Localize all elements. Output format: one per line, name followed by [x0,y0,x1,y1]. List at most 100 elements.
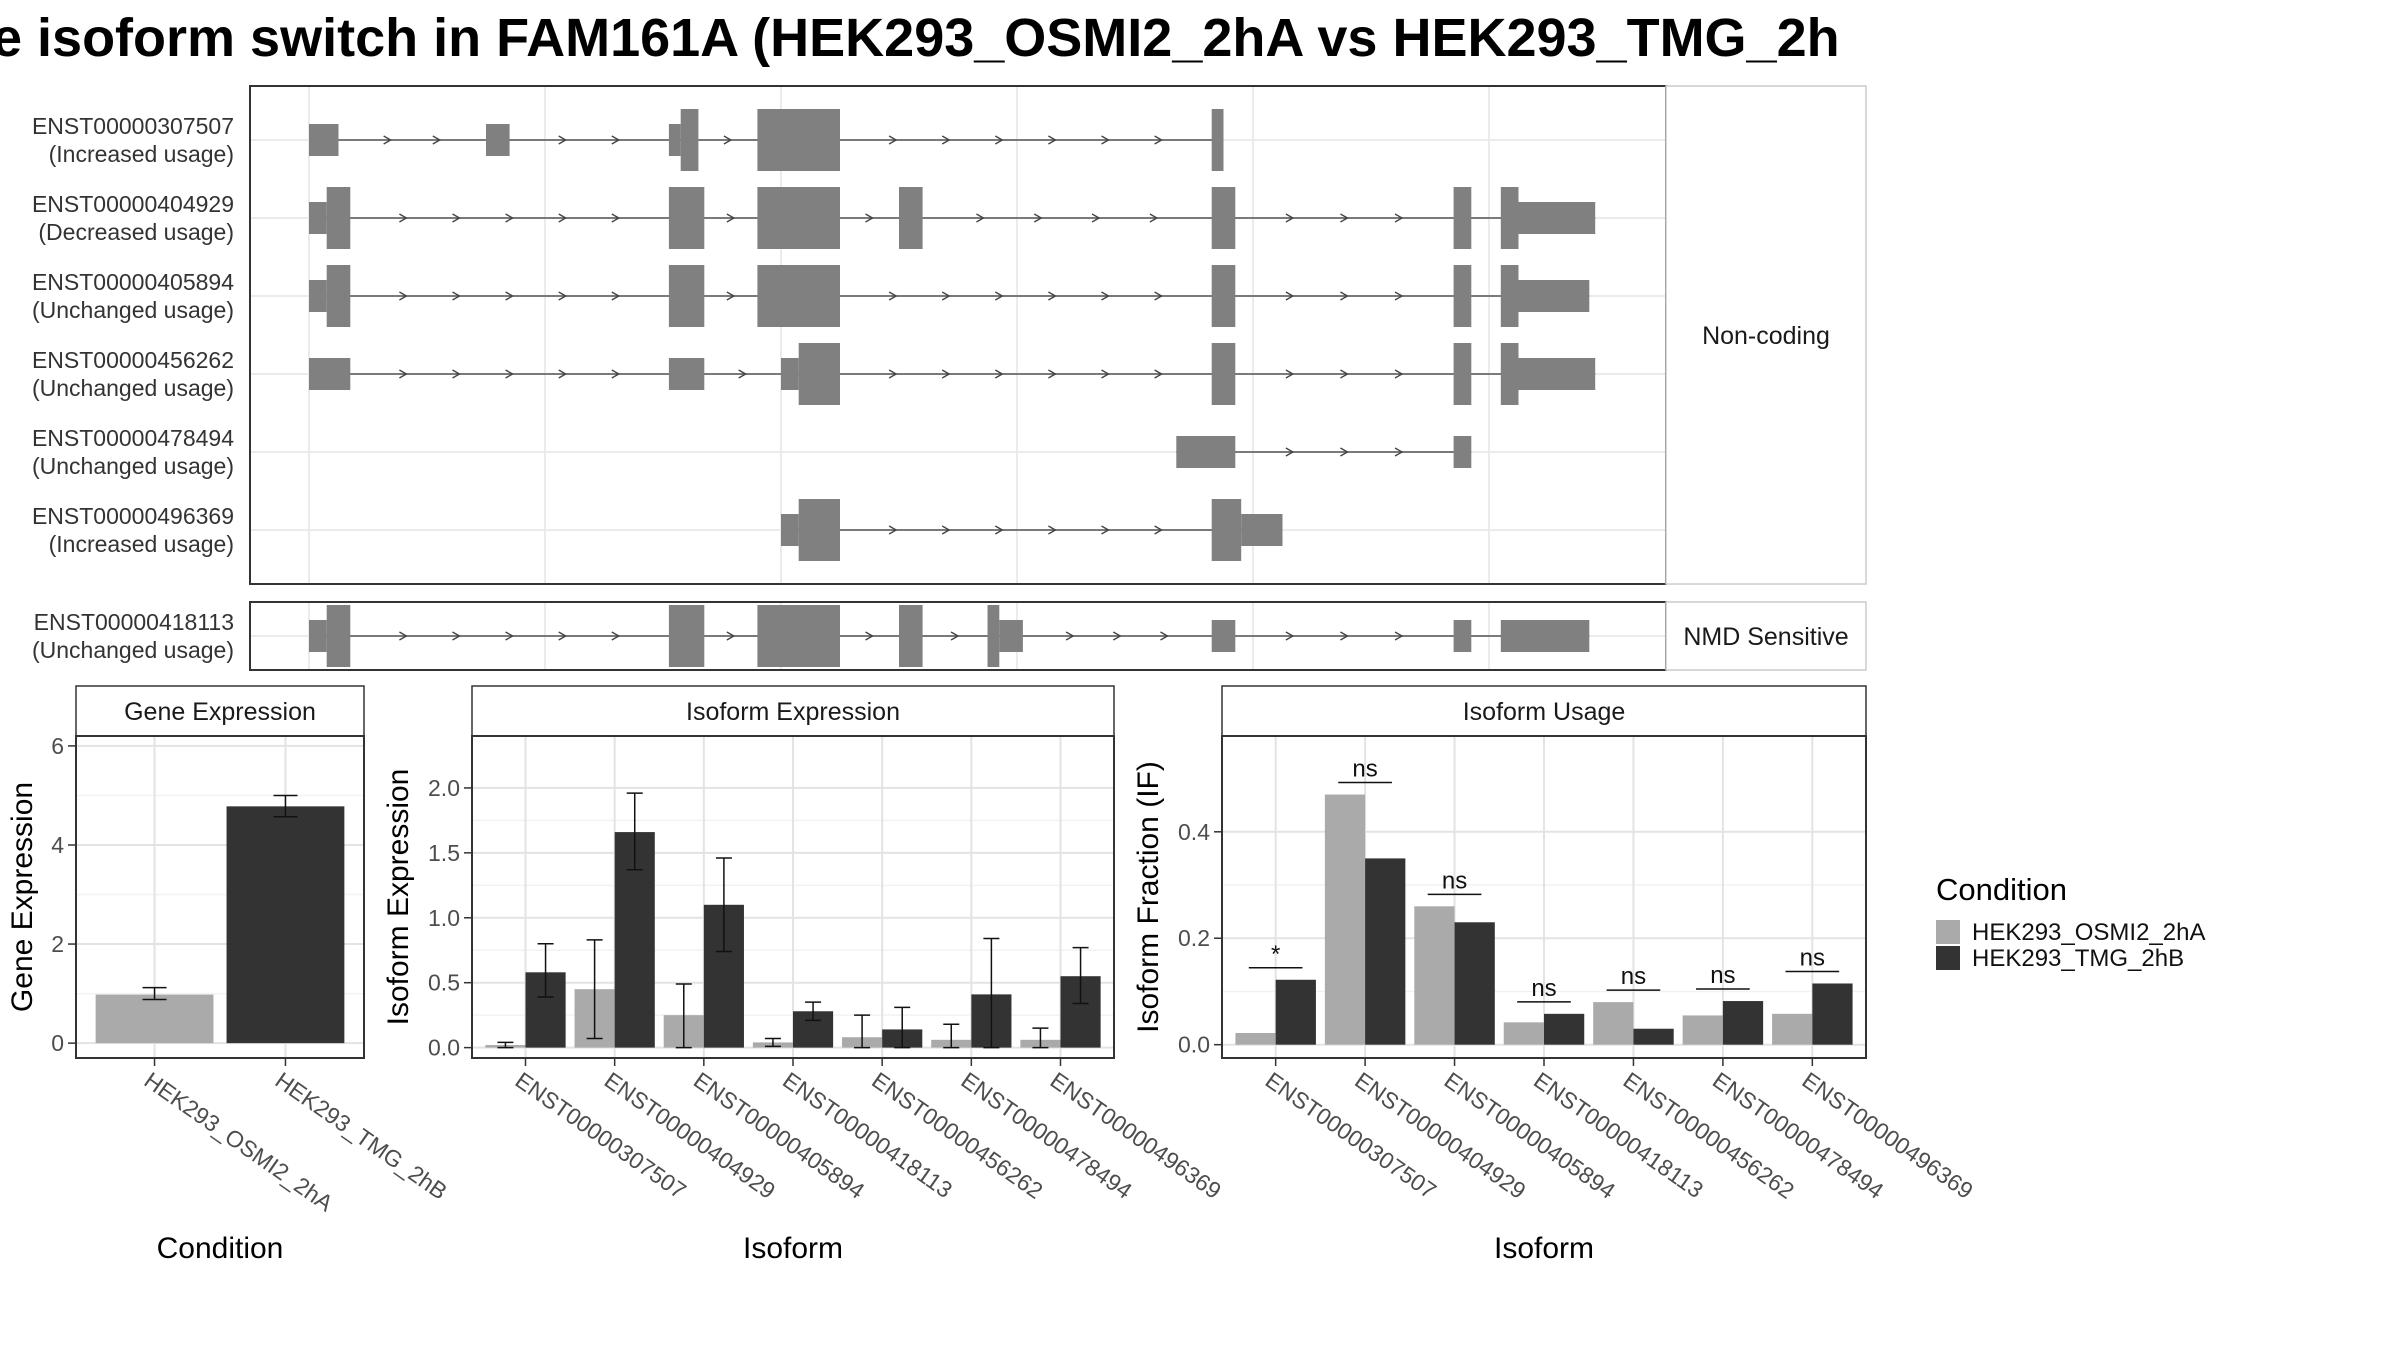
intron-arrow [726,213,736,223]
exon-block [798,499,840,561]
intron-arrow [399,369,408,379]
isoform-id-label: ENST00000496369 [32,503,234,529]
y-tick-label: 0.0 [1178,1032,1210,1058]
exon-block [757,109,840,171]
figure-title: e isoform switch in FAM161A (HEK293_OSMI… [0,8,1840,68]
bar [1503,1022,1544,1045]
intron-arrow [1340,291,1349,301]
intron-arrow [558,631,568,641]
exon-block [1211,620,1236,652]
intron-arrow [1154,369,1164,379]
y-tick-label: 0 [51,1030,64,1056]
intron-arrow [1285,631,1295,641]
bar [1365,858,1406,1045]
intron-arrow [738,369,748,379]
significance-label: ns [1800,944,1825,971]
y-tick-label: 0.2 [1178,925,1210,951]
intron-arrow [1394,291,1404,301]
bar [1633,1028,1674,1045]
significance-label: ns [1531,975,1556,1002]
exon-block [1211,109,1224,171]
bar [1682,1015,1723,1045]
exon-block [326,187,351,249]
exon-block [1518,280,1590,312]
intron-arrow [1394,447,1404,457]
legend-item-label: HEK293_TMG_2hB [1972,945,2184,972]
isoform-usage-label: (Increased usage) [49,141,234,167]
intron-arrow [1154,291,1164,301]
intron-arrow [452,369,461,379]
isoform-id-label: ENST00000404929 [32,191,234,217]
intron-arrow [994,291,1004,301]
intron-arrow [399,291,408,301]
intron-arrow [399,213,408,223]
exon-block [1211,499,1242,561]
intron-arrow [1048,291,1057,301]
intron-arrow [1101,291,1110,301]
exon-block [1518,358,1596,390]
exon-block [309,124,339,156]
intron-arrow [1340,369,1349,379]
y-tick-label: 4 [51,832,64,858]
intron-arrow [888,291,898,301]
intron-arrow [611,631,621,641]
exon-block [757,187,840,249]
intron-arrow [1048,135,1057,145]
intron-arrow [1394,213,1404,223]
intron-arrow [452,291,461,301]
exon-block [1453,187,1472,249]
intron-arrow [865,631,874,641]
isoform-id-label: ENST00000418113 [34,609,234,635]
intron-arrow [941,525,951,535]
y-axis-label: Isoform Fraction (IF) [1132,761,1165,1033]
significance-label: ns [1710,962,1735,989]
intron-arrow [1154,135,1164,145]
exon-block [899,187,923,249]
isoform-id-label: ENST00000478494 [32,425,234,451]
bar [1324,794,1366,1045]
intron-arrow [1285,447,1295,457]
intron-arrow [1394,631,1404,641]
panel-title: Gene Expression [124,698,316,726]
intron-arrow [1065,631,1075,641]
exon-block [668,187,705,249]
isoform-usage-label: (Unchanged usage) [32,637,234,663]
intron-arrow [726,291,736,301]
intron-arrow [1285,369,1295,379]
intron-arrow [1048,369,1057,379]
panel-title: Isoform Usage [1463,698,1626,726]
intron-arrow [1112,631,1122,641]
intron-arrow [505,369,515,379]
isoform-usage-label: (Unchanged usage) [32,297,234,323]
exon-block [999,620,1023,652]
facet-strip [1665,85,1867,585]
intron-arrow [1340,213,1349,223]
intron-arrow [1101,369,1110,379]
bar [226,806,345,1044]
facet-strip-label: NMD Sensitive [1683,623,1848,651]
y-tick-label: 0.0 [428,1035,460,1061]
exon-block [668,358,705,390]
exon-block [987,605,1000,667]
x-axis-label: Isoform [1494,1232,1594,1265]
facet-strip [1665,601,1867,671]
isoform-usage-label: (Decreased usage) [38,219,234,245]
plot-border [75,735,365,1059]
facet-strip-label: Non-coding [1702,322,1830,350]
exon-block [781,358,799,390]
intron-arrow [888,135,898,145]
bar [1275,979,1316,1045]
exon-block [1500,343,1519,405]
intron-arrow [1101,135,1110,145]
panel-title: Isoform Expression [686,698,900,726]
exon-block [1176,436,1236,468]
y-axis-label: Gene Expression [6,782,39,1012]
legend-title: Condition [1936,872,2067,907]
significance-label: ns [1442,867,1467,894]
isoform-id-label: ENST00000307507 [32,113,234,139]
intron-arrow [1154,525,1164,535]
intron-arrow [1285,291,1295,301]
intron-arrow [611,369,621,379]
intron-arrow [611,213,621,223]
